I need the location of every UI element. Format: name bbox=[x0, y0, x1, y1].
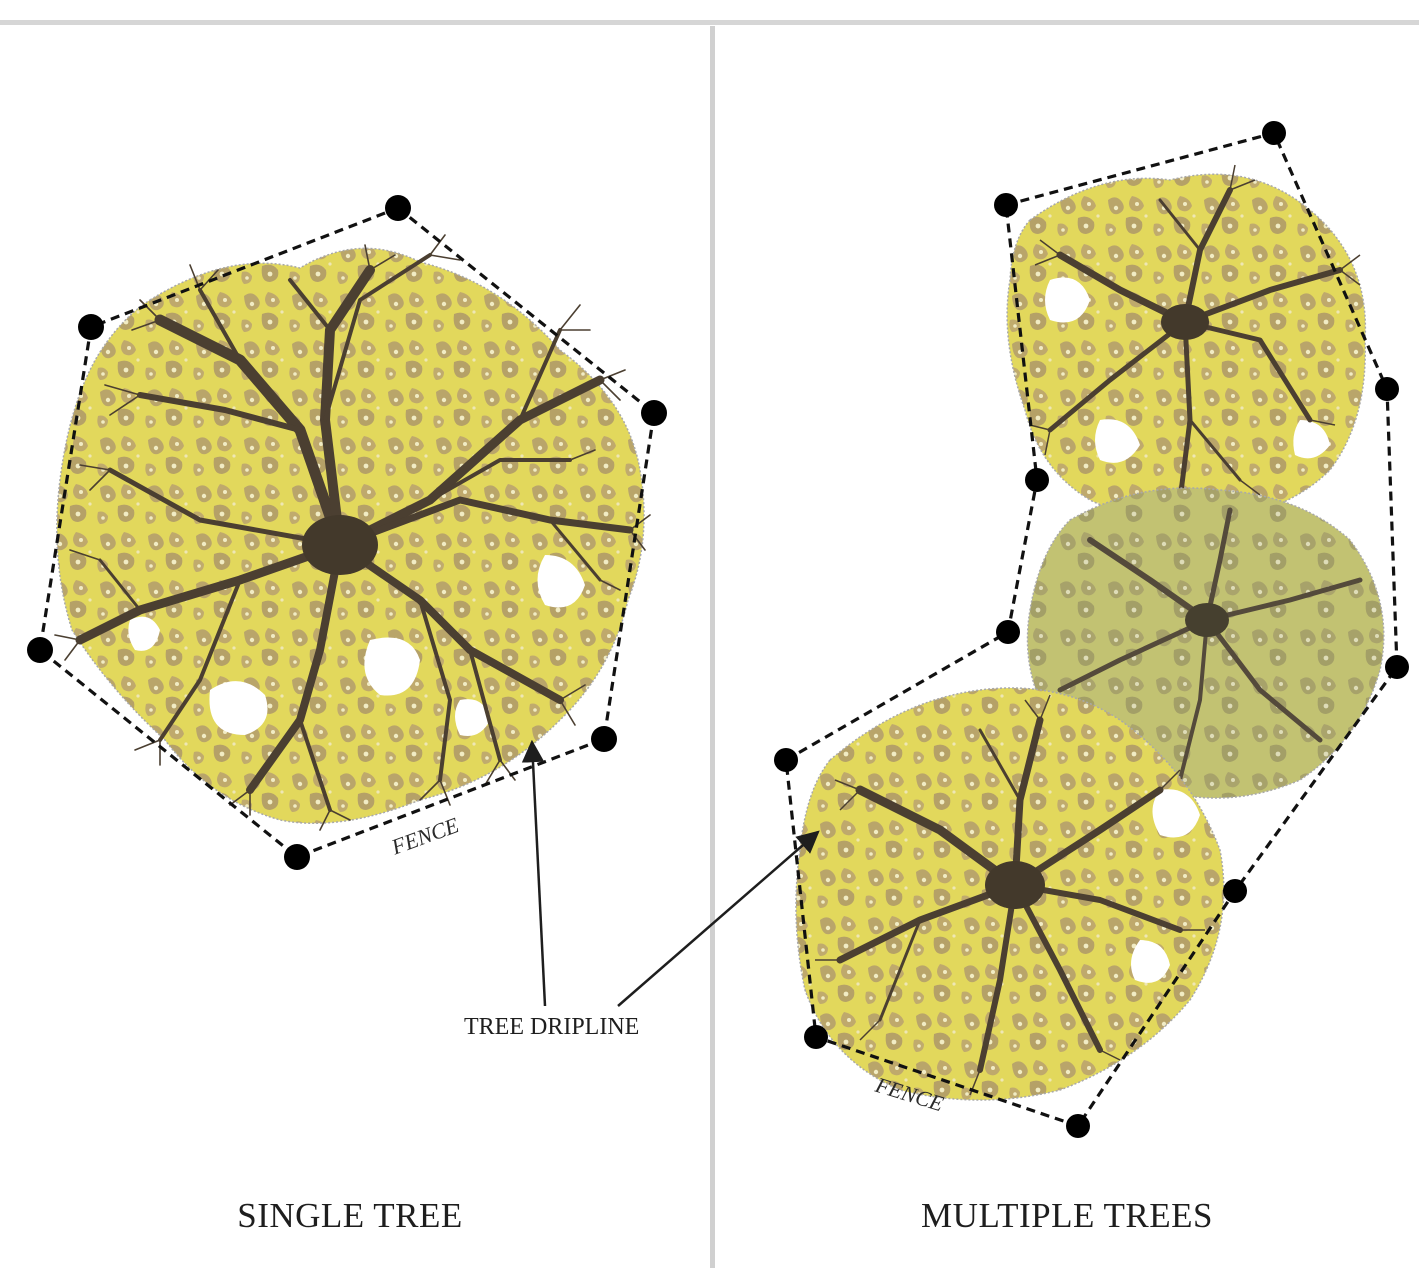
fence-post bbox=[1262, 121, 1286, 145]
tree-middle-branches bbox=[1057, 507, 1363, 782]
tree-top-branches bbox=[1047, 187, 1343, 503]
fence-post bbox=[1025, 468, 1049, 492]
dripline-arrow-right bbox=[617, 830, 820, 1007]
dripline-arrow-left bbox=[521, 739, 547, 1007]
single-tree-fence bbox=[27, 195, 667, 870]
panel-divider bbox=[710, 26, 715, 1268]
fence-post bbox=[994, 193, 1018, 217]
tree-bottom-trunk bbox=[985, 861, 1045, 909]
tree-top-trunk bbox=[1161, 304, 1209, 340]
multiple-trees-title: MULTIPLE TREES bbox=[921, 1196, 1213, 1235]
multiple-trees-fence bbox=[774, 121, 1409, 1138]
fence-post bbox=[804, 1025, 828, 1049]
fence-post bbox=[78, 314, 104, 340]
fence-post bbox=[27, 637, 53, 663]
tree-bottom bbox=[795, 687, 1225, 1101]
fence-post bbox=[1385, 655, 1409, 679]
fence-post bbox=[284, 844, 310, 870]
single-tree-branches bbox=[75, 253, 634, 812]
single-tree bbox=[54, 234, 651, 831]
single-tree-title: SINGLE TREE bbox=[237, 1196, 463, 1235]
fence-post bbox=[996, 620, 1020, 644]
fence-post bbox=[1375, 377, 1399, 401]
fence-post bbox=[1223, 879, 1247, 903]
tree-dripline-label: TREE DRIPLINE bbox=[464, 1014, 640, 1040]
single-tree-trunk bbox=[302, 515, 378, 575]
tree-top bbox=[1006, 164, 1367, 524]
top-rule bbox=[0, 20, 1419, 25]
tree-bottom-canopy-gaps bbox=[1131, 789, 1200, 983]
fence-post bbox=[1066, 1114, 1090, 1138]
dripline-callout-arrows bbox=[521, 739, 820, 1007]
tree-top-twigs bbox=[1029, 164, 1361, 521]
tree-bottom-branches bbox=[836, 716, 1183, 1073]
fence-post bbox=[385, 195, 411, 221]
fence-post bbox=[591, 726, 617, 752]
tree-middle-trunk bbox=[1185, 603, 1229, 637]
single-tree-canopy-gaps bbox=[128, 555, 585, 736]
fence-post bbox=[641, 400, 667, 426]
tree-bottom-twigs bbox=[815, 694, 1205, 1096]
fence-post bbox=[774, 748, 798, 772]
tree-top-canopy-gaps bbox=[1045, 277, 1330, 463]
